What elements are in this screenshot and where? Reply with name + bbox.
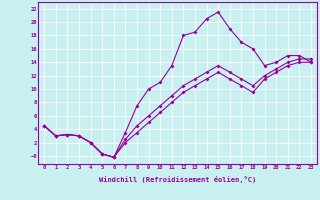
X-axis label: Windchill (Refroidissement éolien,°C): Windchill (Refroidissement éolien,°C) <box>99 176 256 183</box>
